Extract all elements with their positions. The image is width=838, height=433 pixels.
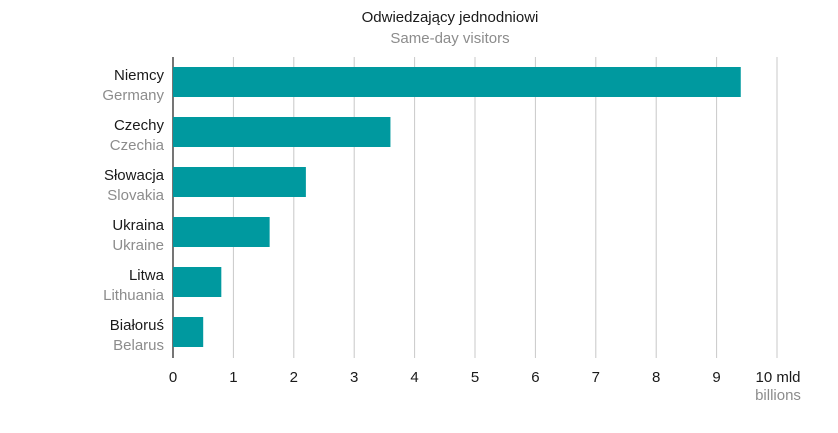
category-label: Słowacja: [104, 167, 165, 184]
category-label-en: Belarus: [113, 337, 164, 354]
chart-title: Odwiedzający jednodniowi: [362, 9, 539, 26]
bar-czechia: [173, 117, 391, 147]
category-label-en: Ukraine: [112, 237, 164, 254]
x-tick-label: 3: [350, 369, 358, 386]
category-label-en: Slovakia: [107, 187, 164, 204]
x-tick-label: 10 mld: [755, 369, 800, 386]
bar-layer: [173, 67, 741, 347]
grid-layer: [172, 57, 778, 358]
category-label: Czechy: [114, 117, 165, 134]
x-tick-label: 5: [471, 369, 479, 386]
bar-germany: [173, 67, 741, 97]
x-tick-label: 6: [531, 369, 539, 386]
category-label-en: Lithuania: [103, 287, 165, 304]
x-tick-label: 0: [169, 369, 177, 386]
x-tick-label: 8: [652, 369, 660, 386]
category-label: Białoruś: [110, 317, 164, 334]
chart-subtitle: Same-day visitors: [390, 30, 509, 47]
x-tick-label: 2: [290, 369, 298, 386]
x-tick-label: 9: [712, 369, 720, 386]
category-label: Niemcy: [114, 67, 165, 84]
x-tick-label: 1: [229, 369, 237, 386]
category-label-en: Czechia: [110, 137, 165, 154]
bar-lithuania: [173, 267, 222, 297]
category-label-en: Germany: [102, 87, 164, 104]
category-label: Ukraina: [112, 217, 164, 234]
x-tick-label: 7: [592, 369, 600, 386]
bar-slovakia: [173, 167, 306, 197]
x-unit-label: billions: [755, 387, 801, 404]
category-label: Litwa: [129, 267, 165, 284]
bar-ukraine: [173, 217, 270, 247]
x-tick-label: 4: [410, 369, 418, 386]
bar-belarus: [173, 317, 204, 347]
x-tick-labels: 0 1 2 3 4 5 6 7 8 9 10 mld: [169, 369, 801, 386]
category-labels: Niemcy Germany Czechy Czechia Słowacja Slovak…: [102, 67, 164, 354]
